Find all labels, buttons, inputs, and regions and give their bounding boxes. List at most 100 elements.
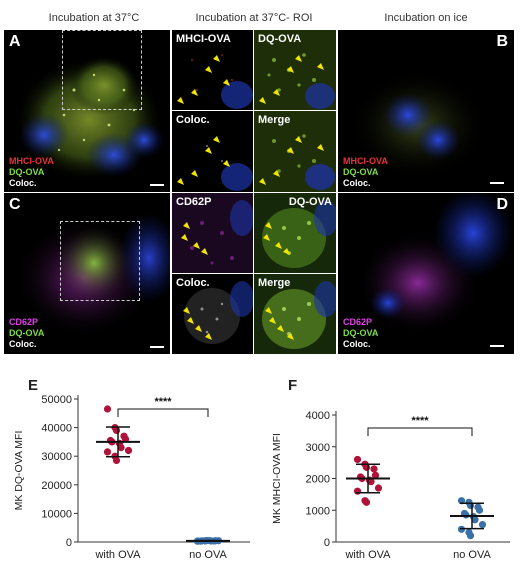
legend-dq-ova: DQ-OVA (343, 328, 379, 338)
roi-bottom-dq-image (254, 193, 336, 273)
roi-top-coloc-image (206, 145, 253, 191)
legend-dq-ova: DQ-OVA (9, 328, 45, 338)
roi-bottom-dq-label: DQ-OVA (288, 196, 332, 208)
arrowhead-icon (177, 178, 184, 185)
y-tick-label: 30000 (41, 451, 72, 463)
arrowhead-icon (269, 317, 276, 324)
roi-bottom-merge-image (254, 274, 336, 354)
legend-cd62p: CD62P (343, 317, 373, 327)
roi-top-merge: Merge (254, 111, 336, 192)
arrowhead-icon (213, 136, 220, 143)
roi-top-mhci-image (191, 54, 253, 109)
x-tick-label: no OVA (453, 549, 491, 561)
arrowhead-icon (295, 136, 302, 143)
data-point (103, 448, 112, 456)
arrowhead-icon (283, 248, 290, 255)
legend-coloc: Coloc. (9, 178, 37, 188)
y-axis-label: MK DQ-OVA MFI (13, 431, 25, 511)
arrowhead-icon (205, 147, 212, 154)
y-tick-label: 3000 (306, 442, 330, 454)
roi-bottom-merge: Merge (254, 274, 336, 354)
roi-top-merge-label: Merge (258, 114, 291, 126)
data-point (370, 465, 378, 473)
data-point (112, 456, 121, 465)
data-point (124, 446, 133, 455)
roi-top-mhci-arrows (177, 55, 230, 104)
panel-c-roi-box (60, 221, 140, 301)
panel-d-letter: D (496, 196, 508, 213)
x-tick-label: no OVA (189, 549, 227, 561)
arrowhead-icon (259, 178, 266, 185)
scale-bar (490, 345, 504, 347)
legend-dq-ova: DQ-OVA (9, 167, 45, 177)
y-axis-label: MK MHCI-OVA MFI (271, 433, 283, 524)
legend-coloc: Coloc. (9, 339, 37, 349)
header-incubation-ice: Incubation on ice (384, 12, 468, 24)
header-incubation-37-roi: Incubation at 37°C- ROI (195, 12, 313, 24)
y-tick-label: 4000 (306, 410, 330, 422)
panel-d-image (356, 193, 513, 335)
data-point (353, 455, 362, 464)
roi-bottom-cd62p: CD62P (172, 193, 253, 273)
roi-bottom-coloc: Coloc. (172, 274, 253, 354)
scale-bar (490, 182, 504, 184)
arrowhead-icon (223, 79, 230, 86)
x-tick-label: with OVA (344, 549, 391, 561)
roi-bottom-merge-arrows (265, 307, 294, 340)
arrowhead-icon (181, 234, 188, 241)
panel-b-letter: B (496, 33, 508, 50)
significance-bracket (367, 427, 473, 436)
arrowhead-icon (193, 242, 200, 249)
roi-top-merge-image (254, 111, 336, 192)
roi-bottom-dq: DQ-OVA (254, 193, 336, 273)
panel-b-legend: MHCI-OVA DQ-OVA Coloc. (343, 156, 388, 189)
arrowhead-icon (259, 97, 266, 104)
legend-mhci-ova: MHCI-OVA (9, 156, 54, 166)
arrowhead-icon (213, 55, 220, 62)
roi-top-coloc-arrows (177, 136, 230, 185)
arrowhead-icon (201, 248, 208, 255)
plot-f-letter: F (288, 377, 298, 394)
roi-top-merge-arrows (259, 136, 324, 185)
plot-e: 0 10000 20000 30000 40000 50000 MK DQ-OVA MFI w… (13, 394, 250, 561)
data-point (475, 506, 484, 514)
arrowhead-icon (265, 307, 272, 314)
arrowhead-icon (263, 234, 270, 241)
data-point (374, 484, 383, 492)
arrowhead-icon (205, 333, 212, 340)
data-point (121, 435, 130, 443)
legend-dq-ova: DQ-OVA (343, 167, 379, 177)
panel-a-letter: A (9, 33, 21, 50)
arrowhead-icon (183, 222, 190, 229)
data-point (112, 426, 121, 435)
arrowhead-icon (273, 170, 280, 177)
roi-bottom-merge-label: Merge (258, 277, 291, 289)
panel-b: B MHCI-OVA DQ-OVA Coloc. (338, 30, 514, 192)
roi-top-mhci: MHCI-OVA (172, 30, 253, 110)
panel-a: A MHCI-OVA DQ-OVA Coloc. (4, 30, 170, 192)
scale-bar (150, 184, 164, 186)
panel-b-image (348, 70, 488, 180)
data-point (103, 405, 112, 413)
arrowhead-icon (191, 89, 198, 96)
plot-e-letter: E (28, 377, 39, 394)
arrowhead-icon (317, 63, 324, 70)
roi-bottom-cd62p-label: CD62P (176, 196, 212, 208)
data-point (353, 487, 362, 495)
roi-top-dq-arrows (259, 55, 324, 104)
data-point (371, 471, 380, 479)
roi-top-coloc-label: Coloc. (176, 114, 210, 126)
y-tick-label: 0 (324, 537, 330, 549)
roi-bottom-coloc-arrows (183, 307, 212, 340)
arrowhead-icon (205, 66, 212, 73)
significance-bracket (117, 408, 209, 417)
data-point (478, 520, 487, 529)
y-tick-label: 0 (66, 537, 72, 549)
x-tick-label: with OVA (94, 549, 141, 561)
y-tick-label: 1000 (306, 505, 330, 517)
panel-a-roi-box (62, 30, 142, 110)
y-tick-label: 2000 (306, 474, 330, 486)
arrowhead-icon (287, 333, 294, 340)
scale-bar (150, 346, 164, 348)
arrowhead-icon (265, 222, 272, 229)
